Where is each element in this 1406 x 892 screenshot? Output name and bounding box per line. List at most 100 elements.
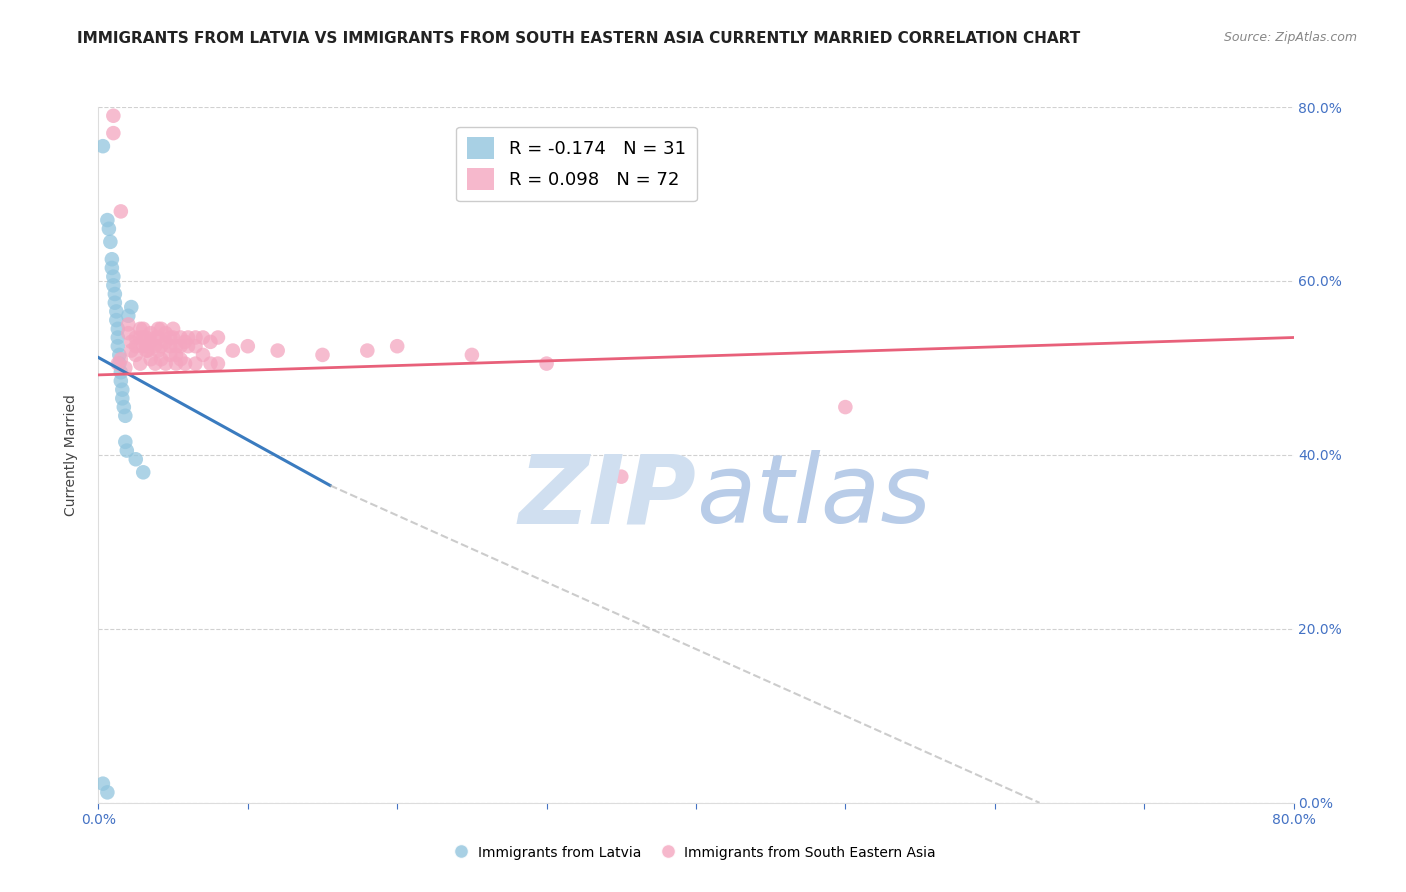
Point: [107, 339, 129, 353]
Point: [132, 339, 155, 353]
Point: [143, 339, 166, 353]
Point: [129, 357, 152, 371]
Point: [91, 139, 114, 153]
Point: [139, 352, 162, 367]
Point: [177, 330, 200, 344]
Point: [107, 357, 129, 371]
Point: [114, 434, 136, 449]
Point: [132, 322, 155, 336]
Point: [184, 330, 207, 344]
Point: [96, 213, 118, 227]
Point: [139, 334, 162, 349]
Point: [165, 357, 187, 371]
Point: [159, 330, 181, 344]
Point: [115, 443, 138, 458]
Point: [103, 269, 125, 284]
Point: [103, 126, 125, 140]
Point: [104, 287, 127, 301]
Point: [117, 309, 139, 323]
Point: [136, 343, 159, 358]
Point: [101, 252, 124, 267]
Point: [129, 330, 152, 344]
Point: [103, 278, 125, 293]
Point: [125, 339, 148, 353]
Point: [91, 777, 114, 791]
Point: [834, 400, 856, 414]
Point: [129, 322, 152, 336]
Point: [385, 339, 409, 353]
Point: [108, 348, 131, 362]
Point: [207, 330, 229, 344]
Point: [107, 330, 129, 344]
Point: [159, 339, 181, 353]
Point: [132, 466, 155, 480]
Point: [150, 322, 173, 336]
Point: [135, 343, 157, 358]
Point: [148, 322, 170, 336]
Point: [111, 383, 134, 397]
Point: [143, 330, 166, 344]
Point: [110, 374, 132, 388]
Point: [236, 339, 259, 353]
Point: [165, 339, 187, 353]
Point: [536, 357, 558, 371]
Point: [155, 326, 177, 340]
Point: [125, 452, 148, 467]
Point: [105, 304, 128, 318]
Point: [184, 339, 207, 353]
Text: IMMIGRANTS FROM LATVIA VS IMMIGRANTS FROM SOUTH EASTERN ASIA CURRENTLY MARRIED C: IMMIGRANTS FROM LATVIA VS IMMIGRANTS FRO…: [77, 31, 1081, 46]
Point: [125, 330, 148, 344]
Point: [120, 334, 142, 349]
Point: [169, 352, 191, 367]
Point: [117, 326, 139, 340]
Point: [267, 343, 290, 358]
Point: [148, 330, 170, 344]
Point: [162, 330, 184, 344]
Point: [162, 322, 184, 336]
Point: [120, 343, 142, 358]
Point: [110, 204, 132, 219]
Point: [135, 339, 157, 353]
Point: [200, 334, 222, 349]
Point: [150, 339, 173, 353]
Point: [155, 357, 177, 371]
Point: [200, 357, 222, 371]
Point: [177, 339, 200, 353]
Point: [169, 330, 191, 344]
Point: [97, 221, 120, 235]
Point: [101, 260, 124, 275]
Point: [169, 339, 191, 353]
Point: [174, 334, 197, 349]
Point: [311, 348, 333, 362]
Text: ZIP: ZIP: [517, 450, 696, 543]
Point: [111, 392, 134, 406]
Point: [96, 785, 118, 799]
Point: [110, 352, 132, 367]
Point: [159, 348, 181, 362]
Point: [114, 409, 136, 423]
Point: [165, 348, 187, 362]
Text: atlas: atlas: [696, 450, 931, 543]
Point: [108, 357, 131, 371]
Point: [98, 235, 122, 249]
Point: [135, 330, 157, 344]
Text: Source: ZipAtlas.com: Source: ZipAtlas.com: [1223, 31, 1357, 45]
Point: [155, 334, 177, 349]
Point: [103, 109, 125, 123]
Point: [107, 322, 129, 336]
Point: [143, 357, 166, 371]
Point: [117, 318, 139, 332]
Y-axis label: Currently Married: Currently Married: [63, 394, 77, 516]
Point: [222, 343, 245, 358]
Point: [148, 343, 170, 358]
Point: [191, 348, 214, 362]
Point: [150, 352, 173, 367]
Point: [139, 326, 162, 340]
Point: [461, 348, 484, 362]
Point: [125, 348, 148, 362]
Point: [105, 313, 128, 327]
Point: [114, 360, 136, 375]
Point: [184, 357, 207, 371]
Point: [191, 330, 214, 344]
Point: [112, 400, 135, 414]
